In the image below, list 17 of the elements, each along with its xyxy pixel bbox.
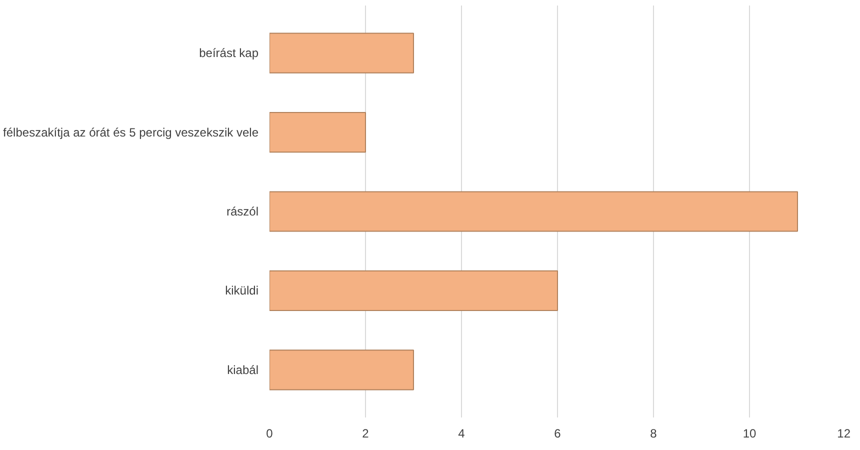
y-tick-label: rászól [226, 204, 259, 218]
y-tick-label: kiabál [227, 362, 259, 377]
y-tick-label: kiküldi [225, 284, 259, 298]
bar [270, 270, 558, 312]
bar [270, 191, 798, 232]
x-tick-label: 8 [650, 426, 658, 440]
x-tick-label: 0 [266, 426, 274, 440]
y-tick-label: beírást kap [199, 46, 259, 60]
x-tick-label: 6 [554, 426, 562, 440]
y-tick-label: félbeszakítja az órát és 5 percig veszekszik vele [3, 125, 259, 140]
bar [270, 112, 366, 153]
bar [270, 32, 414, 74]
x-tick-label: 10 [742, 426, 756, 440]
x-tick-label: 4 [458, 426, 466, 440]
bar [270, 350, 414, 390]
x-tick-label: 12 [837, 426, 851, 440]
x-tick-label: 2 [362, 426, 370, 440]
